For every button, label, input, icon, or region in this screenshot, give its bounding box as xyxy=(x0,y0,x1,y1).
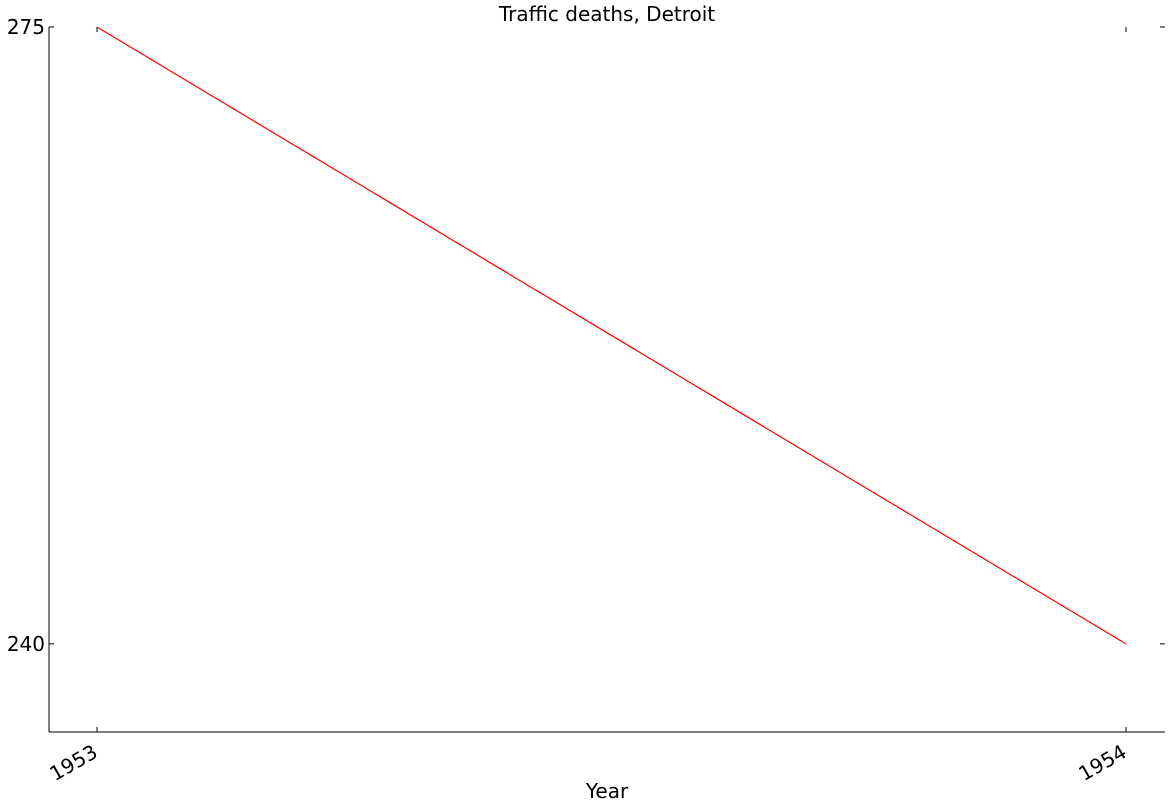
series-line-0 xyxy=(96,26,1127,645)
y-tick-label: 275 xyxy=(7,15,45,39)
x-ticks: 1953 1954 xyxy=(45,27,1131,786)
series-layer xyxy=(96,26,1127,645)
x-tick-label: 1953 xyxy=(45,740,101,786)
y-tick-label: 240 xyxy=(7,632,45,656)
x-tick-label: 1954 xyxy=(1074,740,1130,786)
chart-title: Traffic deaths, Detroit xyxy=(498,2,715,26)
x-axis-label: Year xyxy=(585,779,629,803)
y-ticks: 240 275 xyxy=(7,15,1165,656)
